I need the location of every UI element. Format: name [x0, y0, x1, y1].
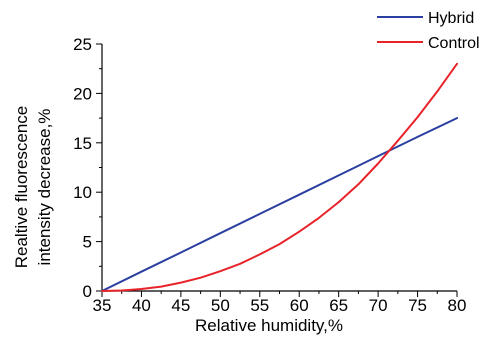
- x-tick-label: 35: [93, 296, 112, 315]
- legend-label-hybrid: Hybrid: [428, 10, 474, 27]
- y-tick-label: 10: [73, 183, 92, 202]
- x-axis-ticks: 35 40 45 50 55 60 65 70 75 80: [93, 291, 467, 315]
- legend: Hybrid Control: [377, 10, 480, 52]
- x-axis-title: Relative humidity,%: [195, 316, 343, 335]
- series-lines: [101, 62, 458, 292]
- y-tick-label: 5: [83, 233, 92, 252]
- y-axis-title-line-2: intensity decrease,%: [35, 109, 54, 266]
- plot-axes: [101, 44, 457, 292]
- y-tick-label: 20: [73, 84, 92, 103]
- x-tick-label: 80: [448, 296, 467, 315]
- y-tick-label: 25: [73, 35, 92, 54]
- y-tick-label: 0: [83, 282, 92, 301]
- x-tick-label: 60: [290, 296, 309, 315]
- y-axis-title-line-1: Realtive fluorescence: [12, 106, 31, 269]
- y-tick-label: 15: [73, 134, 92, 153]
- x-tick-label: 50: [211, 296, 230, 315]
- series-line-control: [101, 62, 458, 292]
- x-tick-label: 55: [250, 296, 269, 315]
- x-tick-label: 45: [171, 296, 190, 315]
- x-tick-label: 70: [369, 296, 388, 315]
- x-tick-label: 40: [132, 296, 151, 315]
- x-tick-label: 65: [329, 296, 348, 315]
- legend-label-control: Control: [428, 35, 480, 52]
- x-tick-label: 75: [408, 296, 427, 315]
- y-axis-ticks: 0 5 10 15 20 25: [73, 35, 102, 301]
- series-line-hybrid: [101, 117, 458, 292]
